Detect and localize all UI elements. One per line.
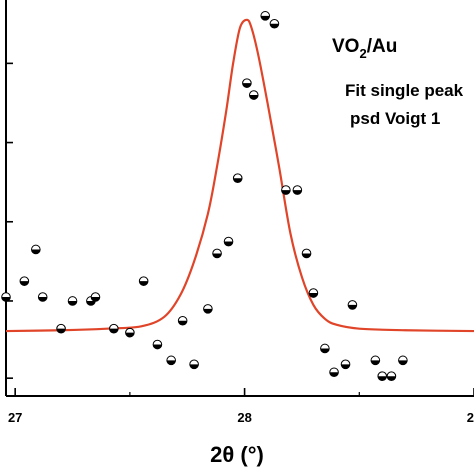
data-point bbox=[340, 359, 351, 370]
data-point-fill bbox=[1, 297, 11, 302]
data-point bbox=[329, 367, 339, 378]
data-point-fill bbox=[86, 300, 96, 306]
data-point bbox=[248, 90, 259, 100]
data-point bbox=[90, 292, 101, 302]
data-point bbox=[308, 288, 319, 298]
x-axis-ticks bbox=[14, 388, 474, 396]
data-point-fill bbox=[31, 249, 41, 254]
data-point-fill bbox=[139, 281, 148, 286]
data-point-fill bbox=[166, 360, 176, 365]
data-point-fill bbox=[302, 253, 311, 258]
data-point bbox=[242, 78, 252, 88]
fit-curve-layer bbox=[5, 18, 474, 333]
data-point-fill bbox=[68, 300, 77, 306]
data-point-fill bbox=[309, 293, 318, 298]
data-point bbox=[260, 11, 271, 21]
data-point bbox=[67, 296, 78, 306]
data-point-fill bbox=[270, 23, 279, 29]
data-point bbox=[370, 355, 381, 366]
data-point-fill bbox=[281, 190, 291, 195]
data-point-fill bbox=[329, 372, 339, 377]
data-point-fill bbox=[398, 360, 408, 365]
data-point bbox=[56, 323, 66, 334]
data-point-fill bbox=[233, 178, 243, 183]
sample-label: VO2/Au bbox=[332, 36, 397, 61]
data-point-fill bbox=[203, 308, 213, 314]
x-tick-labels: 27 28 29 bbox=[8, 410, 474, 425]
data-point-fill bbox=[387, 376, 396, 381]
data-point bbox=[223, 236, 234, 247]
data-point bbox=[232, 173, 243, 183]
data-point-fill bbox=[125, 332, 135, 337]
data-point bbox=[1, 292, 11, 302]
fit-curve bbox=[5, 18, 474, 333]
data-point-fill bbox=[320, 348, 330, 353]
data-point bbox=[31, 244, 41, 255]
data-point-fill bbox=[371, 360, 380, 365]
data-point-fill bbox=[178, 320, 187, 326]
plot-area bbox=[5, 0, 474, 397]
data-point bbox=[177, 315, 188, 326]
x-tick-label: 29 bbox=[467, 410, 474, 425]
data-point bbox=[386, 371, 397, 382]
data-point-fill bbox=[341, 364, 350, 369]
data-point bbox=[377, 371, 388, 382]
data-point-fill bbox=[293, 190, 302, 195]
data-point bbox=[152, 339, 163, 350]
data-point bbox=[292, 185, 303, 195]
data-point bbox=[19, 276, 30, 286]
data-point-fill bbox=[377, 376, 387, 381]
data-point bbox=[138, 276, 149, 286]
data-point bbox=[109, 323, 119, 334]
x-tick-label: 27 bbox=[8, 410, 22, 425]
data-point-fill bbox=[260, 15, 270, 21]
data-point-fill bbox=[20, 281, 29, 286]
data-point bbox=[166, 355, 176, 366]
data-point bbox=[320, 343, 330, 354]
data-point bbox=[125, 327, 135, 338]
data-point bbox=[37, 292, 48, 302]
fit-label-line2: psd Voigt 1 bbox=[350, 109, 440, 128]
fit-label-line1: Fit single peak bbox=[345, 81, 464, 100]
data-point-fill bbox=[224, 241, 233, 246]
x-tick-label: 28 bbox=[237, 410, 251, 425]
data-point bbox=[189, 359, 199, 370]
data-point-fill bbox=[56, 328, 66, 333]
data-points-layer bbox=[1, 11, 408, 382]
data-point-fill bbox=[38, 297, 48, 302]
x-axis-label: 2θ (°) bbox=[210, 442, 264, 467]
data-point-fill bbox=[212, 253, 222, 258]
data-point-fill bbox=[249, 95, 259, 100]
data-point bbox=[347, 300, 358, 310]
data-point-fill bbox=[242, 83, 252, 88]
data-point-fill bbox=[91, 297, 100, 302]
data-point-fill bbox=[153, 344, 162, 349]
data-point-fill bbox=[189, 364, 199, 369]
data-point-fill bbox=[109, 328, 119, 333]
data-point bbox=[212, 248, 222, 259]
data-point-fill bbox=[348, 304, 357, 310]
data-point bbox=[281, 185, 291, 195]
data-point bbox=[398, 355, 408, 366]
data-point bbox=[203, 304, 213, 314]
data-point bbox=[269, 18, 280, 29]
data-point bbox=[301, 248, 312, 259]
